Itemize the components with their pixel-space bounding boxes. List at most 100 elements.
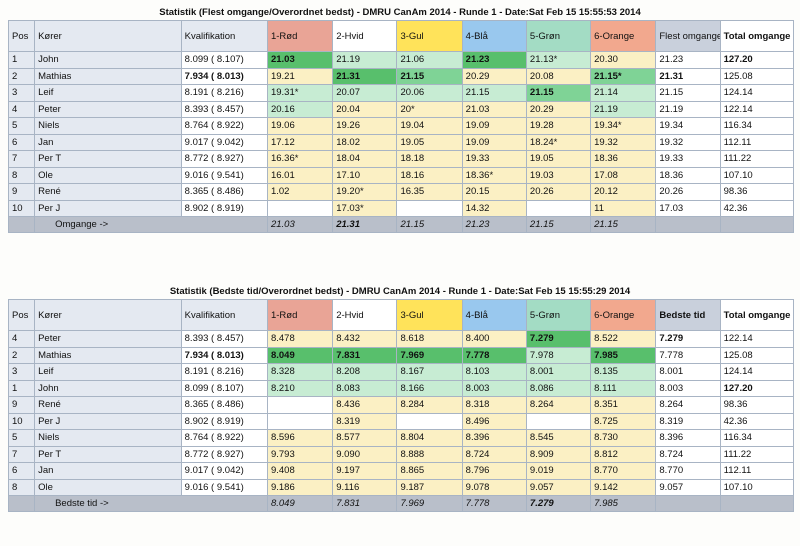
cell-lane-3-yellow: 18.16 bbox=[396, 166, 463, 184]
cell-driver: John bbox=[34, 379, 182, 397]
cell-total-laps: 98.36 bbox=[719, 396, 795, 414]
cell-lane-4-blue: 7.778 bbox=[461, 346, 527, 364]
cell-lane-5-green: 18.24* bbox=[525, 133, 592, 151]
cell-best-column: 8.770 bbox=[655, 462, 721, 480]
cell-best-column: 17.03 bbox=[655, 199, 721, 217]
footer-empty bbox=[719, 216, 795, 233]
footer-empty bbox=[719, 495, 795, 512]
cell-best-column: 20.26 bbox=[655, 183, 721, 201]
cell-lane-5-green: 8.909 bbox=[525, 445, 592, 463]
cell-best-column: 21.15 bbox=[655, 84, 721, 102]
cell-lane-6-orange: 19.32 bbox=[590, 133, 657, 151]
cell-total-laps: 127.20 bbox=[719, 379, 795, 397]
cell-best-column: 7.279 bbox=[655, 330, 721, 348]
header-lane-1-red: 1-Rød bbox=[266, 20, 334, 52]
cell-lane-3-yellow: 20* bbox=[396, 100, 463, 118]
cell-pos: 6 bbox=[7, 133, 36, 151]
cell-qualification: 8.764 ( 8.922) bbox=[180, 117, 268, 135]
footer-lane-1-red: 21.03 bbox=[266, 216, 334, 233]
cell-total-laps: 112.11 bbox=[719, 133, 795, 151]
cell-pos: 2 bbox=[7, 67, 36, 85]
footer-label: Bedste tid -> bbox=[34, 495, 268, 512]
cell-lane-1-red: 9.186 bbox=[266, 478, 334, 496]
cell-lane-1-red: 8.210 bbox=[266, 379, 334, 397]
header-lane-4-blue: 4-Blå bbox=[461, 20, 527, 52]
cell-lane-4-blue: 20.29 bbox=[461, 67, 527, 85]
cell-lane-4-blue: 21.23 bbox=[461, 51, 527, 69]
header-total-laps: Total omgange bbox=[719, 20, 795, 52]
cell-pos: 4 bbox=[7, 100, 36, 118]
cell-lane-3-yellow: 8.284 bbox=[396, 396, 463, 414]
cell-lane-2-white: 8.436 bbox=[332, 396, 398, 414]
cell-lane-5-green bbox=[525, 412, 592, 430]
table-row: 10 Per J 8.902 ( 8.919) 8.319 8.496 8.725 8.31… bbox=[7, 412, 795, 430]
cell-total-laps: 122.14 bbox=[719, 100, 795, 118]
cell-lane-2-white: 8.432 bbox=[332, 330, 398, 348]
cell-lane-3-yellow: 8.804 bbox=[396, 429, 463, 447]
header-lane-5-green: 5-Grøn bbox=[525, 299, 592, 331]
cell-best-column: 8.319 bbox=[655, 412, 721, 430]
cell-lane-1-red: 8.478 bbox=[266, 330, 334, 348]
table-row: 9 René 8.365 ( 8.486) 1.02 19.20* 16.35 20.15 2… bbox=[7, 183, 795, 201]
cell-best-column: 7.778 bbox=[655, 346, 721, 364]
cell-lane-4-blue: 19.09 bbox=[461, 117, 527, 135]
cell-qualification: 9.016 ( 9.541) bbox=[180, 478, 268, 496]
cell-lane-3-yellow: 7.969 bbox=[396, 346, 463, 364]
footer-lane-2-white: 7.831 bbox=[332, 495, 398, 512]
cell-qualification: 8.099 ( 8.107) bbox=[180, 51, 268, 69]
cell-lane-5-green: 8.001 bbox=[525, 363, 592, 381]
footer-lane-6-orange: 7.985 bbox=[590, 495, 657, 512]
cell-driver: Jan bbox=[34, 133, 182, 151]
cell-lane-2-white: 9.197 bbox=[332, 462, 398, 480]
table-row: 1 John 8.099 ( 8.107) 8.210 8.083 8.166 8.003 8… bbox=[7, 379, 795, 397]
cell-lane-6-orange: 8.730 bbox=[590, 429, 657, 447]
header-qualification: Kvalifikation bbox=[180, 20, 268, 52]
cell-lane-4-blue: 18.36* bbox=[461, 166, 527, 184]
footer-lane-1-red: 8.049 bbox=[266, 495, 334, 512]
cell-driver: Niels bbox=[34, 117, 182, 135]
cell-qualification: 8.902 ( 8.919) bbox=[180, 412, 268, 430]
cell-best-column: 19.32 bbox=[655, 133, 721, 151]
cell-total-laps: 111.22 bbox=[719, 150, 795, 168]
cell-lane-2-white: 8.083 bbox=[332, 379, 398, 397]
cell-total-laps: 116.34 bbox=[719, 117, 795, 135]
footer-lane-4-blue: 21.23 bbox=[461, 216, 527, 233]
table-row: 8 Ole 9.016 ( 9.541) 16.01 17.10 18.16 18.36* 1… bbox=[7, 166, 795, 184]
cell-driver: Mathias bbox=[34, 67, 182, 85]
cell-lane-3-yellow: 8.618 bbox=[396, 330, 463, 348]
cell-lane-5-green: 19.05 bbox=[525, 150, 592, 168]
cell-lane-6-orange: 18.36 bbox=[590, 150, 657, 168]
cell-lane-4-blue: 8.396 bbox=[461, 429, 527, 447]
cell-driver: Per J bbox=[34, 412, 182, 430]
cell-qualification: 8.764 ( 8.922) bbox=[180, 429, 268, 447]
cell-qualification: 7.934 ( 8.013) bbox=[180, 67, 268, 85]
cell-lane-2-white: 17.10 bbox=[332, 166, 398, 184]
cell-driver: John bbox=[34, 51, 182, 69]
table-row: 2 Mathias 7.934 ( 8.013) 19.21 21.31 21.15 20.… bbox=[7, 67, 795, 85]
cell-total-laps: 125.08 bbox=[719, 67, 795, 85]
header-driver: Kører bbox=[34, 299, 182, 331]
cell-lane-3-yellow: 21.15 bbox=[396, 67, 463, 85]
cell-best-column: 21.31 bbox=[655, 67, 721, 85]
cell-lane-4-blue: 8.003 bbox=[461, 379, 527, 397]
cell-best-column: 8.396 bbox=[655, 429, 721, 447]
cell-lane-2-white: 21.31 bbox=[332, 67, 398, 85]
cell-lane-6-orange: 8.135 bbox=[590, 363, 657, 381]
cell-best-column: 8.264 bbox=[655, 396, 721, 414]
cell-lane-4-blue: 14.32 bbox=[461, 199, 527, 217]
cell-best-column: 9.057 bbox=[655, 478, 721, 496]
cell-driver: Jan bbox=[34, 462, 182, 480]
table-row: 6 Jan 9.017 ( 9.042) 9.408 9.197 8.865 8.796 9.… bbox=[7, 462, 795, 480]
cell-lane-1-red bbox=[266, 199, 334, 217]
cell-lane-1-red: 1.02 bbox=[266, 183, 334, 201]
cell-lane-4-blue: 8.796 bbox=[461, 462, 527, 480]
footer-label: Omgange -> bbox=[34, 216, 268, 233]
cell-total-laps: 122.14 bbox=[719, 330, 795, 348]
cell-lane-5-green: 7.978 bbox=[525, 346, 592, 364]
cell-lane-3-yellow: 19.04 bbox=[396, 117, 463, 135]
header-driver: Kører bbox=[34, 20, 182, 52]
table-row: 7 Per T 8.772 ( 8.927) 9.793 9.090 8.888 8.724… bbox=[7, 445, 795, 463]
cell-lane-5-green: 19.03 bbox=[525, 166, 592, 184]
cell-lane-4-blue: 8.400 bbox=[461, 330, 527, 348]
table-title: Statistik (Bedste tid/Overordnet bedst) … bbox=[169, 286, 631, 297]
